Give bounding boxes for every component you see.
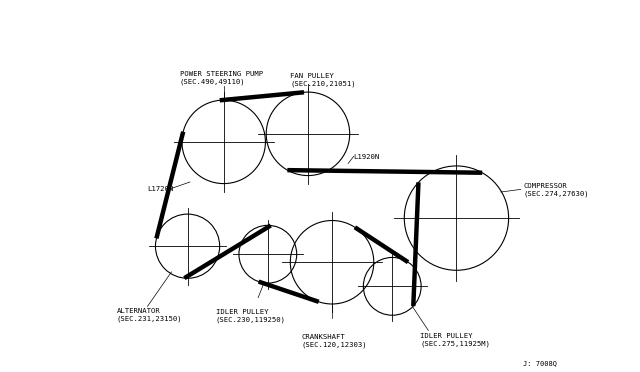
Text: J: 7008Q: J: 7008Q: [523, 360, 557, 366]
Text: IDLER PULLEY
(SEC.230,119250): IDLER PULLEY (SEC.230,119250): [216, 309, 285, 323]
Text: FAN PULLEY
(SEC.210,21051): FAN PULLEY (SEC.210,21051): [291, 73, 356, 87]
Text: L1720N: L1720N: [147, 186, 173, 192]
Text: CRANKSHAFT
(SEC.120,12303): CRANKSHAFT (SEC.120,12303): [301, 334, 367, 348]
Text: POWER STEERING PUMP
(SEC.490,49110): POWER STEERING PUMP (SEC.490,49110): [180, 71, 262, 85]
Text: COMPRESSOR
(SEC.274,27630): COMPRESSOR (SEC.274,27630): [523, 183, 589, 197]
Text: ALTERNATOR
(SEC.231,23150): ALTERNATOR (SEC.231,23150): [117, 308, 182, 323]
Text: IDLER PULLEY
(SEC.275,11925M): IDLER PULLEY (SEC.275,11925M): [420, 333, 490, 347]
Text: L1920N: L1920N: [354, 154, 380, 160]
